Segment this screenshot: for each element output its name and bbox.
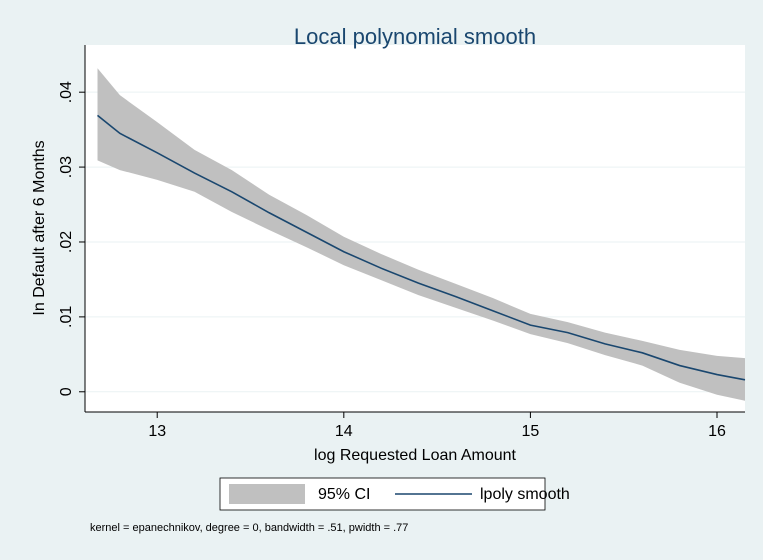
- y-tick-label: .04: [58, 81, 75, 103]
- legend-label: 95% CI: [318, 486, 370, 503]
- legend-label: lpoly smooth: [480, 486, 570, 503]
- x-axis-label: log Requested Loan Amount: [314, 447, 516, 464]
- smooth-line: [97, 114, 746, 381]
- y-tick-label: .02: [58, 231, 75, 253]
- y-tick-label: 0: [58, 387, 75, 396]
- x-tick-label: 14: [335, 423, 353, 440]
- ci-band: [97, 68, 745, 401]
- note: kernel = epanechnikov, degree = 0, bandw…: [90, 522, 408, 534]
- x-tick-label: 15: [522, 423, 540, 440]
- y-axis-label: In Default after 6 Months: [31, 140, 48, 315]
- y-tick-label: .01: [58, 306, 75, 328]
- y-tick-label: .03: [58, 156, 75, 178]
- chart-title: Local polynomial smooth: [294, 24, 536, 49]
- legend-swatch: [229, 484, 305, 504]
- x-tick-label: 16: [708, 423, 726, 440]
- x-tick-label: 13: [148, 423, 166, 440]
